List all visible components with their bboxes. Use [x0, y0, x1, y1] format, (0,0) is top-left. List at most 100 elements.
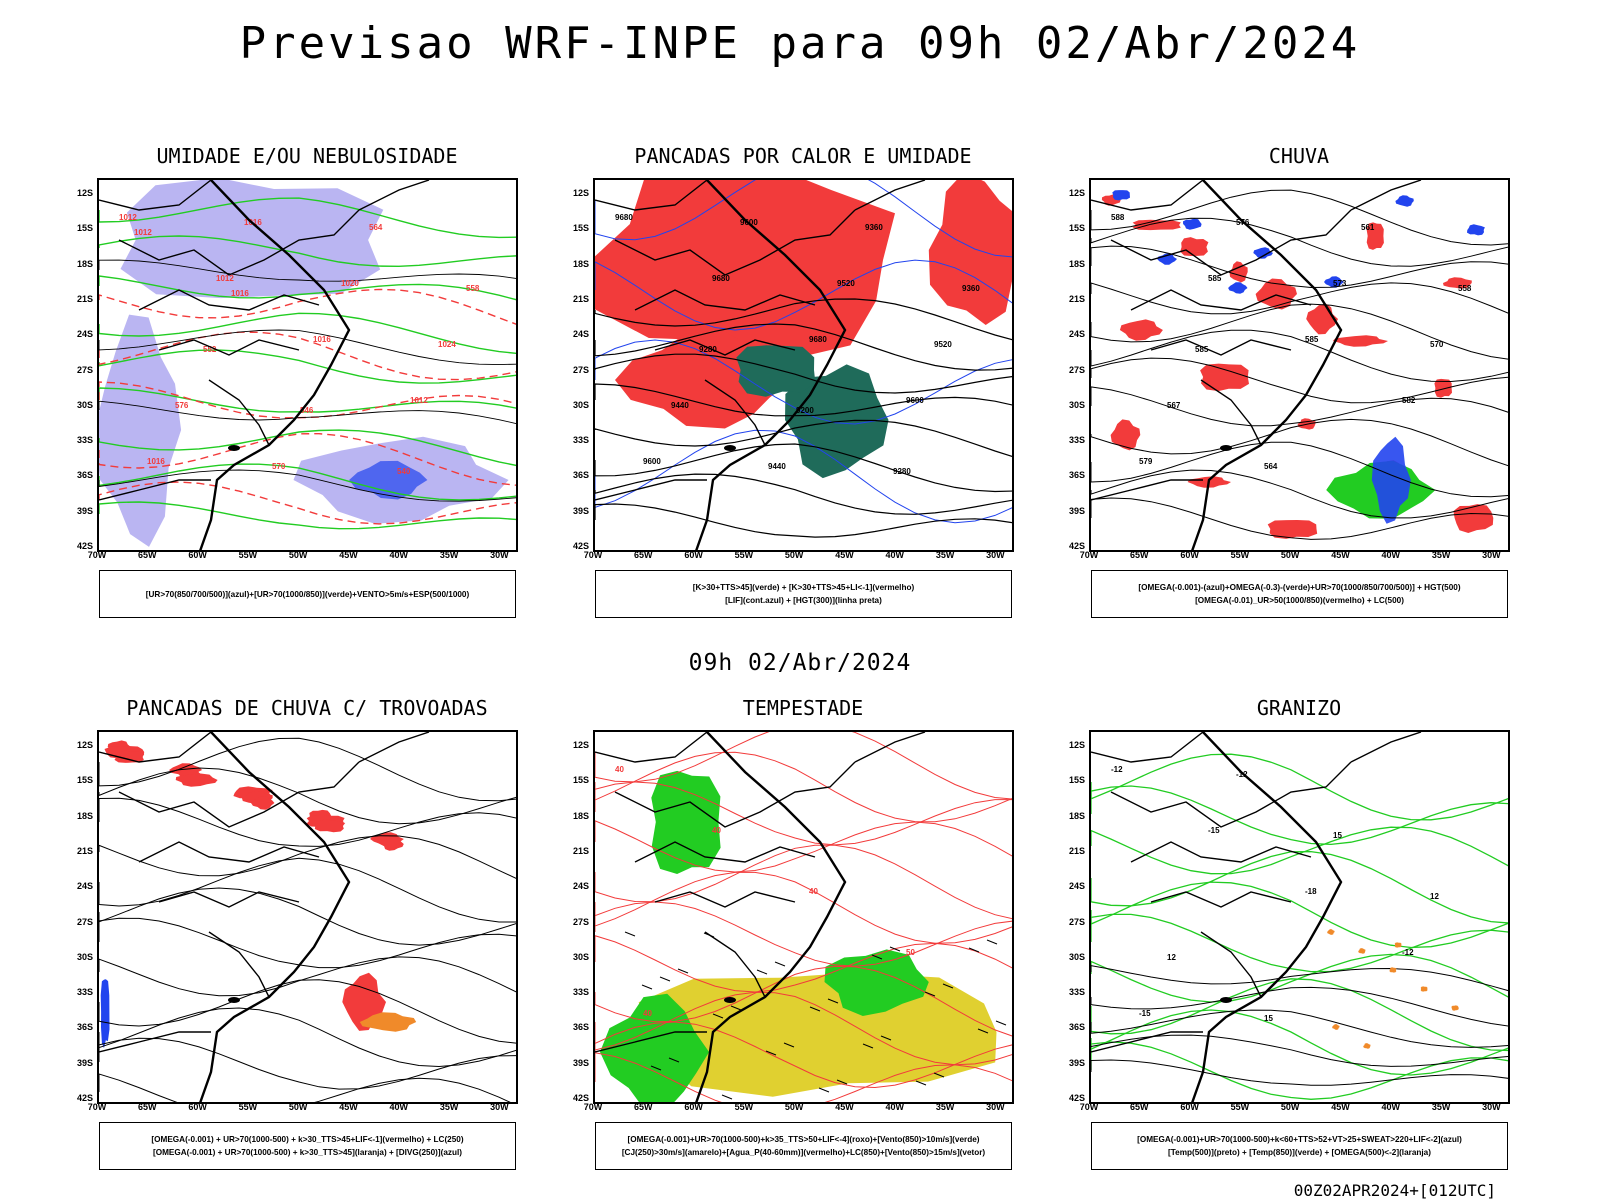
rain-area — [1119, 319, 1163, 341]
streamline — [99, 887, 516, 946]
border-line — [1200, 379, 1262, 446]
map-granizo[interactable]: -12 -15 -18 -12 -15 -12 15 12 12 15 — [1089, 730, 1510, 1104]
lat-tick-label: 30S — [572, 399, 589, 410]
border-line — [208, 379, 270, 446]
lon-tick-label: 65W — [634, 1102, 653, 1112]
streamline — [99, 835, 516, 879]
lat-tick-label: 15S — [76, 223, 93, 234]
border-line — [99, 732, 212, 763]
green-contour — [99, 235, 516, 268]
rain-area — [1200, 363, 1249, 392]
wind-vector — [862, 1043, 874, 1049]
thunder-area — [380, 837, 404, 851]
temp850-contour — [1091, 978, 1508, 1052]
border-line — [595, 479, 707, 501]
contour-label: 570 — [1430, 340, 1444, 349]
border-line — [1350, 180, 1422, 211]
contour-label: 1012 — [410, 396, 428, 405]
map-chuva[interactable]: 588 585 585 582 579 576 573 570 567 564 561 558 585 — [1089, 178, 1510, 552]
lat-tick-label: 12S — [76, 188, 93, 198]
mid-timestamp: 09h 02/Abr/2024 — [688, 650, 912, 676]
contour-label: -12 — [1111, 765, 1123, 774]
legend-line: [OMEGA(-0.001)+UR>70(1000-500)+k>35_TTS>… — [627, 1135, 980, 1144]
wind-vector — [924, 991, 936, 997]
map-pancadas_trovoadas[interactable] — [97, 730, 518, 1104]
lake-marker — [724, 997, 736, 1003]
panel-legend: [OMEGA(-0.001) + UR>70(1000-500) + k>30_… — [99, 1122, 516, 1170]
contour-label: 585 — [1305, 335, 1319, 344]
lake-marker — [1220, 997, 1232, 1003]
lat-tick-label: 39S — [1068, 1057, 1085, 1068]
contour-label: -12 — [1402, 948, 1414, 957]
lon-tick-label: 30W — [986, 1102, 1005, 1112]
map-tempestade[interactable]: 40 40 40 50 40 — [593, 730, 1014, 1104]
water-contour — [595, 901, 1012, 967]
contour-label: 585 — [1208, 274, 1222, 283]
water-contour — [595, 1021, 1012, 1089]
contour-label: 9280 — [699, 345, 717, 354]
rain-area — [1255, 278, 1297, 310]
lifted-index-contour — [595, 180, 1012, 258]
border-line — [654, 891, 796, 908]
panel-legend: [K>30+TTS>45](verde) + [K>30+TTS>45+LI<-… — [595, 570, 1012, 618]
lat-tick-label: 21S — [76, 293, 93, 304]
map-layers: 40 40 40 50 40 — [595, 732, 1012, 1102]
border-line — [208, 931, 270, 998]
wind-vector — [809, 1006, 821, 1012]
wind-vector — [730, 1005, 742, 1011]
contour-label: 573 — [1333, 279, 1347, 288]
temp850-contour — [1091, 826, 1508, 875]
contour-label: -15 — [1208, 826, 1220, 835]
legend-line: [LIF](cont.azul) + [HGT(300)](linha pret… — [725, 596, 882, 605]
streamline — [99, 1037, 516, 1090]
map-layers — [99, 732, 516, 1102]
lon-tick-label: 30W — [490, 1102, 509, 1112]
lon-tick-label: 60W — [684, 1102, 703, 1112]
instability-area — [595, 180, 895, 362]
border-line — [1150, 339, 1292, 356]
lon-tick-label: 55W — [734, 1102, 754, 1112]
lat-tick-label: 36S — [1068, 1022, 1085, 1033]
wind-area — [651, 770, 721, 874]
contour-label: 15 — [1333, 831, 1342, 840]
lat-tick-label: 21S — [1068, 293, 1085, 304]
lon-tick-label: 65W — [634, 550, 653, 560]
hgt300-contour — [595, 473, 1012, 515]
contour-label: 1012 — [134, 228, 152, 237]
map-canvas: 1012 1012 1016 1012 1016 1016 1020 1024 576 570 56… — [99, 180, 516, 550]
lat-tick-label: 21S — [76, 845, 93, 856]
thunder-area — [314, 819, 346, 833]
wind-vector — [765, 1050, 777, 1056]
coastline — [1191, 180, 1343, 550]
legend-line: [Temp(500)](preto) + [Temp(850)](verde) … — [1168, 1148, 1431, 1157]
jet-area — [638, 972, 997, 1097]
lat-tick-label: 21S — [572, 845, 589, 856]
lat-tick-label: 27S — [572, 916, 589, 927]
border-line — [654, 339, 796, 356]
omega-orange — [1332, 1024, 1340, 1030]
lon-tick-label: 70W — [583, 1102, 603, 1112]
lat-tick-label: 12S — [572, 188, 589, 198]
thunder-area — [175, 773, 218, 787]
legend-line: [K>30+TTS>45](verde) + [K>30+TTS>45+LI<-… — [692, 583, 915, 592]
border-line — [595, 1031, 707, 1053]
contour-label: 40 — [712, 826, 721, 835]
water-contour — [595, 732, 1012, 800]
panel-title: CHUVA — [1268, 144, 1330, 168]
temp850-contour — [1091, 850, 1508, 924]
hgt300-contour — [595, 323, 1012, 371]
page-title: Previsao WRF-INPE para 09h 02/Abr/2024 — [239, 18, 1361, 69]
green-contour — [99, 463, 516, 501]
wind-vector — [986, 939, 998, 945]
lat-tick-label: 36S — [76, 1022, 93, 1033]
border-line — [158, 339, 300, 356]
lon-tick-label: 60W — [1180, 1102, 1199, 1112]
contour-label: 564 — [369, 223, 383, 232]
wind-vector — [827, 998, 839, 1004]
map-umidade[interactable]: 1012 1012 1016 1012 1016 1016 1020 1024 576 570 56… — [97, 178, 518, 552]
contour-label: 9520 — [934, 340, 952, 349]
wind-vector — [889, 946, 901, 952]
map-pancadas_calor[interactable]: 9680 9680 9680 9600 9600 9600 9520 9520 9440 9440… — [593, 178, 1014, 552]
